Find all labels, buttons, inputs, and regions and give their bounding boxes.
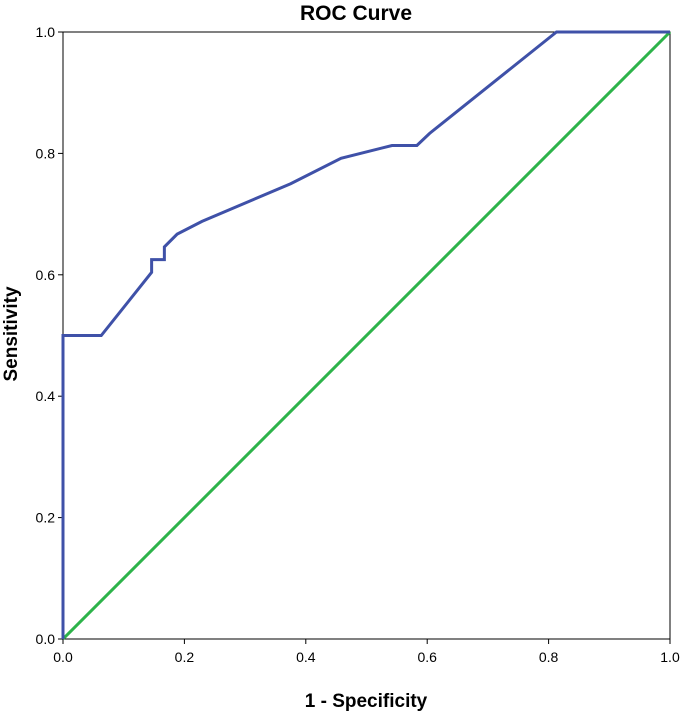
x-axis-ticks: 0.0 0.2 0.4 0.6 0.8 1.0 [53, 639, 680, 665]
x-tick-label: 0.4 [296, 649, 316, 665]
y-axis-label: Sensitivity [1, 286, 22, 381]
y-axis-ticks: 0.0 0.2 0.4 0.6 0.8 1.0 [36, 24, 63, 647]
series-layer [61, 30, 672, 641]
y-tick-label: 0.0 [36, 631, 56, 647]
roc-curve-line [61, 30, 670, 639]
x-tick-label: 0.2 [175, 649, 195, 665]
y-tick-label: 0.6 [36, 267, 56, 283]
x-tick-label: 0.0 [53, 649, 73, 665]
y-tick-label: 1.0 [36, 24, 56, 40]
y-tick-label: 0.2 [36, 510, 56, 526]
y-tick-label: 0.4 [36, 388, 56, 404]
reference-diagonal-line [61, 30, 672, 641]
x-tick-label: 0.8 [539, 649, 559, 665]
x-axis-label: 1 - Specificity [305, 691, 428, 712]
x-tick-label: 1.0 [660, 649, 680, 665]
x-tick-label: 0.6 [417, 649, 437, 665]
chart-title: ROC Curve [300, 2, 412, 25]
y-tick-label: 0.8 [36, 145, 56, 161]
